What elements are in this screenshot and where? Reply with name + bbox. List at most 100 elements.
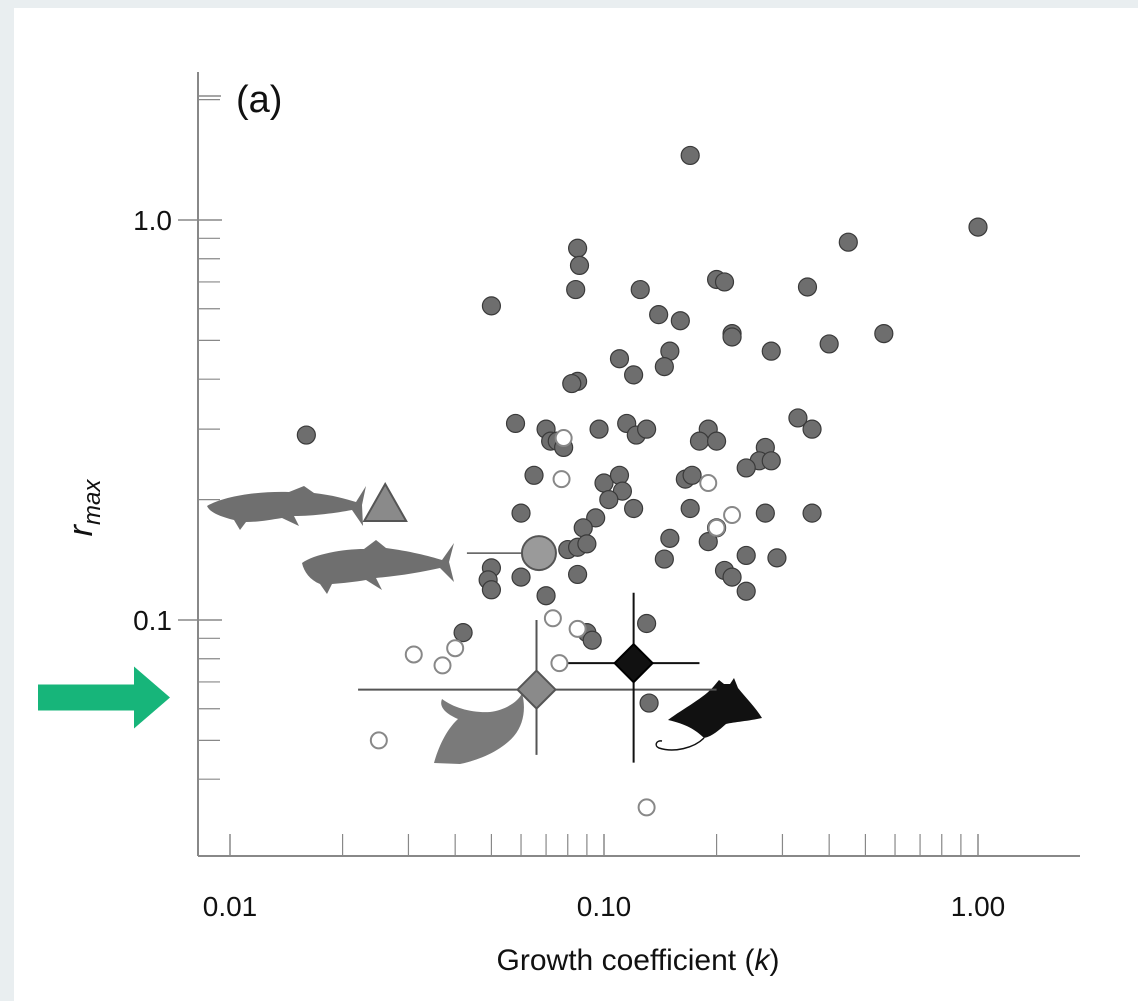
filled-point xyxy=(682,465,702,485)
y-axis-label: rmax xyxy=(62,479,106,537)
y-label-sub: max xyxy=(79,479,106,525)
filled-point xyxy=(802,419,822,439)
tick-marks xyxy=(178,98,979,856)
open-point xyxy=(433,656,452,675)
filled-point xyxy=(654,549,674,569)
chart-frame: 0.01 0.10 1.00 0.1 1.0 (a) rmax Growth coeff… xyxy=(14,8,1138,1001)
filled-point xyxy=(736,581,756,601)
y-tick-label: 1.0 xyxy=(133,205,172,236)
data-points xyxy=(296,145,988,817)
filled-point xyxy=(524,465,544,485)
filled-point xyxy=(706,431,727,451)
filled-point xyxy=(698,532,718,552)
filled-point xyxy=(680,145,700,166)
y-tick-label: 0.1 xyxy=(133,605,172,636)
filled-point xyxy=(481,580,502,600)
open-point xyxy=(568,619,587,638)
filled-point xyxy=(654,357,674,377)
scatter-plot: 0.01 0.10 1.00 0.1 1.0 (a) rmax Growth coeff… xyxy=(38,72,1080,977)
filled-point xyxy=(874,323,894,344)
filled-point xyxy=(670,311,690,331)
open-point xyxy=(723,506,742,525)
filled-point xyxy=(586,508,606,528)
black-diamond-point xyxy=(613,642,655,684)
filled-point xyxy=(505,413,526,434)
svg-text:rmax: rmax xyxy=(62,479,106,537)
open-point xyxy=(543,609,562,628)
filled-point xyxy=(761,451,781,471)
filled-point xyxy=(736,458,756,478)
filled-point xyxy=(755,503,775,523)
open-point xyxy=(369,731,388,750)
filled-point xyxy=(511,503,531,523)
filled-point xyxy=(788,408,808,428)
filled-point xyxy=(569,255,590,276)
filled-point xyxy=(761,341,781,361)
filled-point xyxy=(819,334,839,354)
filled-point xyxy=(453,623,473,643)
filled-point xyxy=(566,279,586,300)
filled-point xyxy=(511,567,531,587)
filled-point xyxy=(296,425,316,445)
filled-point xyxy=(797,277,818,297)
giant-manta-silhouette xyxy=(655,678,762,751)
filled-point xyxy=(562,373,582,394)
open-point xyxy=(552,470,571,489)
filled-point xyxy=(630,279,650,300)
filled-point xyxy=(660,528,680,548)
filled-point xyxy=(639,693,659,713)
filled-point xyxy=(582,630,602,650)
filled-point xyxy=(573,518,593,538)
filled-point xyxy=(722,567,742,587)
reef-manta-silhouette xyxy=(434,693,524,764)
filled-point xyxy=(609,465,630,485)
filled-point xyxy=(968,217,988,237)
filled-point xyxy=(624,498,644,519)
x-tick-label: 1.00 xyxy=(951,891,1006,922)
x-label-close: ) xyxy=(769,944,779,977)
filled-point xyxy=(589,419,609,439)
open-point xyxy=(446,639,465,658)
filled-point xyxy=(838,232,858,252)
gray-diamond-point xyxy=(516,669,557,710)
filled-point xyxy=(577,534,597,554)
filled-point xyxy=(599,489,619,510)
open-point xyxy=(550,654,569,673)
tick-labels: 0.01 0.10 1.00 0.1 1.0 xyxy=(133,205,1005,922)
large-circle-point xyxy=(520,535,557,572)
panel-label: (a) xyxy=(236,79,282,121)
x-tick-label: 0.10 xyxy=(577,891,632,922)
filled-point xyxy=(568,564,588,585)
axes xyxy=(197,72,1080,857)
filled-point xyxy=(649,305,669,325)
filled-point xyxy=(609,349,630,369)
filled-point xyxy=(536,586,556,606)
open-point xyxy=(699,474,718,493)
highlight-arrow xyxy=(38,666,170,729)
x-tick-label: 0.01 xyxy=(203,891,258,922)
filled-point xyxy=(767,548,787,568)
filled-point xyxy=(637,419,657,439)
filled-point xyxy=(637,613,657,634)
filled-point xyxy=(802,503,822,523)
open-point xyxy=(404,645,423,664)
x-label-text: Growth coefficient ( xyxy=(497,944,755,977)
filled-point xyxy=(481,296,502,316)
open-point xyxy=(554,429,573,448)
filled-point xyxy=(689,431,710,451)
filled-point xyxy=(736,545,756,566)
triangle-point xyxy=(362,481,408,522)
y-label-main: r xyxy=(62,523,100,536)
x-axis-label: Growth coefficient (k) xyxy=(497,944,780,977)
whale-shark-silhouette xyxy=(302,540,454,594)
open-point xyxy=(707,518,726,537)
filled-point xyxy=(568,238,588,258)
filled-point xyxy=(714,272,735,292)
x-label-var: k xyxy=(754,944,771,977)
filled-point xyxy=(680,498,700,519)
basking-shark-silhouette xyxy=(207,486,366,530)
filled-point xyxy=(624,365,644,385)
filled-point xyxy=(722,327,742,347)
filled-point xyxy=(612,481,633,501)
open-point xyxy=(637,798,656,817)
